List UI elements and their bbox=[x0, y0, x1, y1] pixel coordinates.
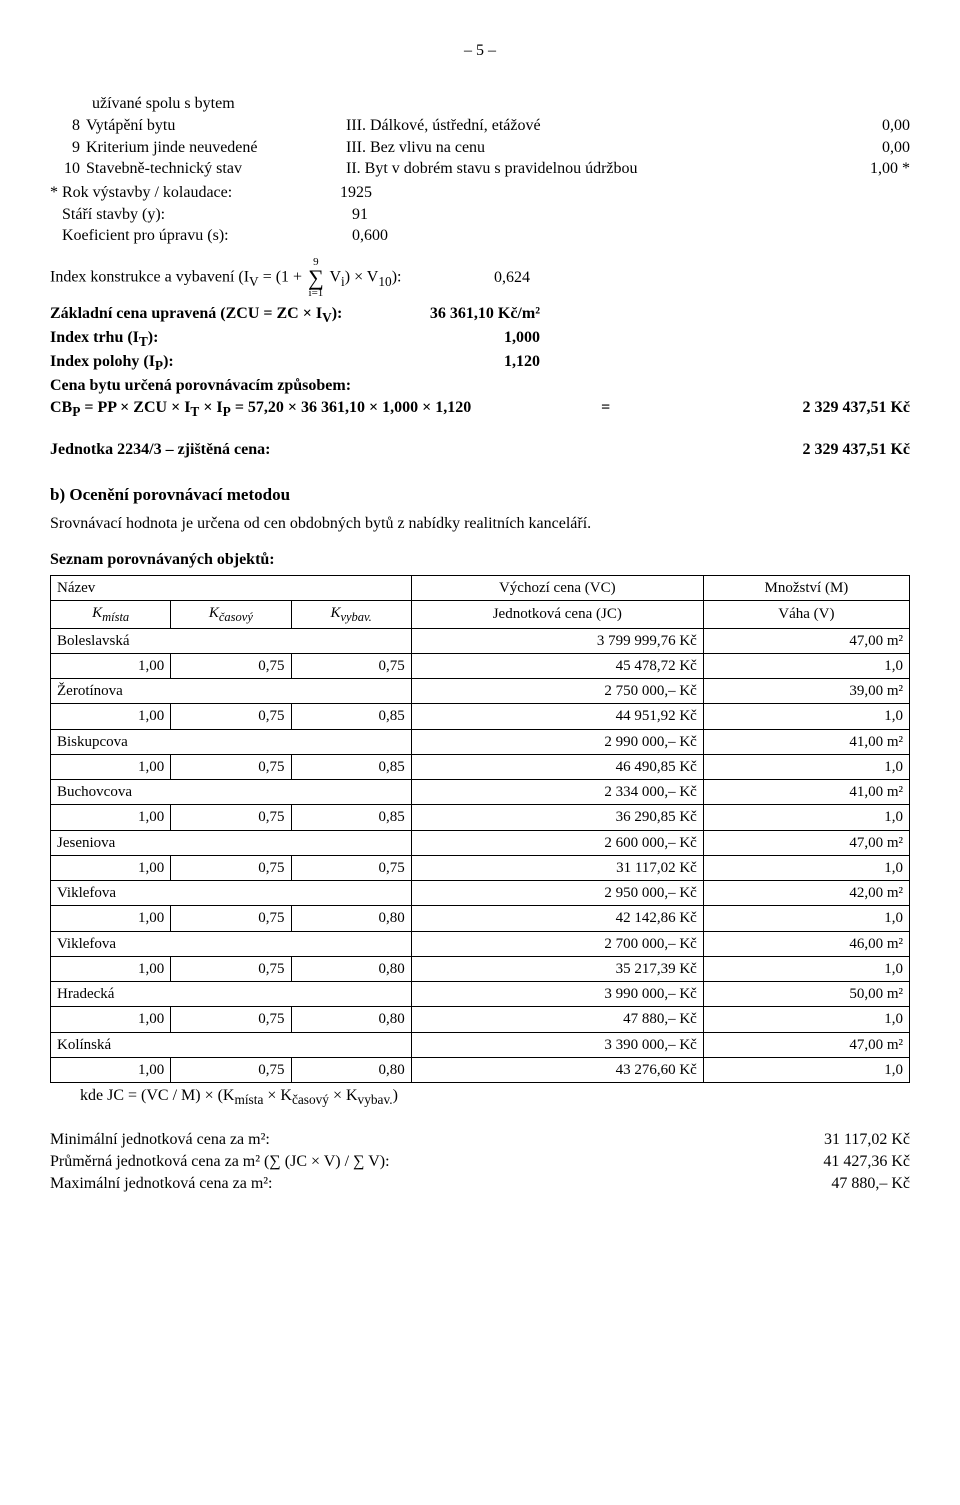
th-name: Název bbox=[51, 575, 412, 600]
th-k1: Kmísta bbox=[51, 600, 171, 628]
table-row: Kolínská3 390 000,– Kč47,00 m² bbox=[51, 1032, 910, 1057]
top-list-row: 8Vytápění bytuIII. Dálkové, ústřední, et… bbox=[50, 115, 910, 137]
summary-line: Cena bytu určená porovnávacím způsobem: bbox=[50, 375, 910, 397]
table-row: 1,000,750,7545 478,72 Kč1,0 bbox=[51, 653, 910, 678]
table-row: 1,000,750,8544 951,92 Kč1,0 bbox=[51, 704, 910, 729]
table-row: 1,000,750,8043 276,60 Kč1,0 bbox=[51, 1057, 910, 1082]
th-vc: Výchozí cena (VC) bbox=[411, 575, 703, 600]
top-list-row: 9Kriterium jinde neuvedenéIII. Bez vlivu… bbox=[50, 137, 910, 159]
table-row: 1,000,750,8047 880,– Kč1,0 bbox=[51, 1007, 910, 1032]
th-k3: Kvybav. bbox=[291, 600, 411, 628]
summary-line: Index polohy (IP):1,120 bbox=[50, 351, 910, 375]
footnote-row: * Rok výstavby / kolaudace:1925 bbox=[50, 182, 910, 204]
th-m: Množství (M) bbox=[703, 575, 909, 600]
section-b-title: b) Ocenění porovnávací metodou bbox=[50, 484, 910, 507]
table-row: 1,000,750,8042 142,86 Kč1,0 bbox=[51, 906, 910, 931]
summary-line: CBP = PP × ZCU × IT × IP = 57,20 × 36 36… bbox=[50, 397, 910, 421]
page-number: – 5 – bbox=[50, 40, 910, 62]
footnote-row: Stáří stavby (y):91 bbox=[50, 204, 910, 226]
index-formula-line: Index konstrukce a vybavení (IV = (1 + 9… bbox=[50, 257, 910, 299]
section-b-subtitle: Srovnávací hodnota je určena od cen obdo… bbox=[50, 513, 910, 535]
table-row: Boleslavská3 799 999,76 Kč47,00 m² bbox=[51, 628, 910, 653]
table-row: Biskupcova2 990 000,– Kč41,00 m² bbox=[51, 729, 910, 754]
jc-formula: kde JC = (VC / M) × (Kmísta × Kčasový × … bbox=[50, 1085, 910, 1109]
table-row: Viklefova2 700 000,– Kč46,00 m² bbox=[51, 931, 910, 956]
table-row: Hradecká3 990 000,– Kč50,00 m² bbox=[51, 982, 910, 1007]
footnote-row: Koeficient pro úpravu (s):0,600 bbox=[50, 225, 910, 247]
th-k2: Kčasový bbox=[171, 600, 291, 628]
bottom-summary-line: Maximální jednotková cena za m²:47 880,–… bbox=[50, 1173, 910, 1195]
table-row: 1,000,750,8035 217,39 Kč1,0 bbox=[51, 956, 910, 981]
table-row: 1,000,750,8536 290,85 Kč1,0 bbox=[51, 805, 910, 830]
table-row: Jeseniova2 600 000,– Kč47,00 m² bbox=[51, 830, 910, 855]
bottom-summary-line: Průměrná jednotková cena za m² (∑ (JC × … bbox=[50, 1151, 910, 1173]
top-list-table: užívané spolu s bytem bbox=[50, 92, 910, 116]
comparison-table: Název Výchozí cena (VC) Množství (M) Kmí… bbox=[50, 575, 910, 1084]
unit-result: Jednotka 2234/3 – zjištěná cena: 2 329 4… bbox=[50, 439, 910, 461]
summary-line: Index trhu (IT):1,000 bbox=[50, 327, 910, 351]
th-v: Váha (V) bbox=[703, 600, 909, 628]
table-row: 1,000,750,8546 490,85 Kč1,0 bbox=[51, 754, 910, 779]
summary-line: Základní cena upravená (ZCU = ZC × IV):3… bbox=[50, 303, 910, 327]
pre-label: užívané spolu s bytem bbox=[88, 92, 869, 116]
top-list-row: 10Stavebně-technický stavII. Byt v dobré… bbox=[50, 158, 910, 180]
compare-list-title: Seznam porovnávaných objektů: bbox=[50, 549, 910, 571]
th-jc: Jednotková cena (JC) bbox=[411, 600, 703, 628]
bottom-summary-line: Minimální jednotková cena za m²:31 117,0… bbox=[50, 1129, 910, 1151]
table-row: Žerotínova2 750 000,– Kč39,00 m² bbox=[51, 679, 910, 704]
table-row: 1,000,750,7531 117,02 Kč1,0 bbox=[51, 855, 910, 880]
table-row: Viklefova2 950 000,– Kč42,00 m² bbox=[51, 881, 910, 906]
table-row: Buchovcova2 334 000,– Kč41,00 m² bbox=[51, 780, 910, 805]
